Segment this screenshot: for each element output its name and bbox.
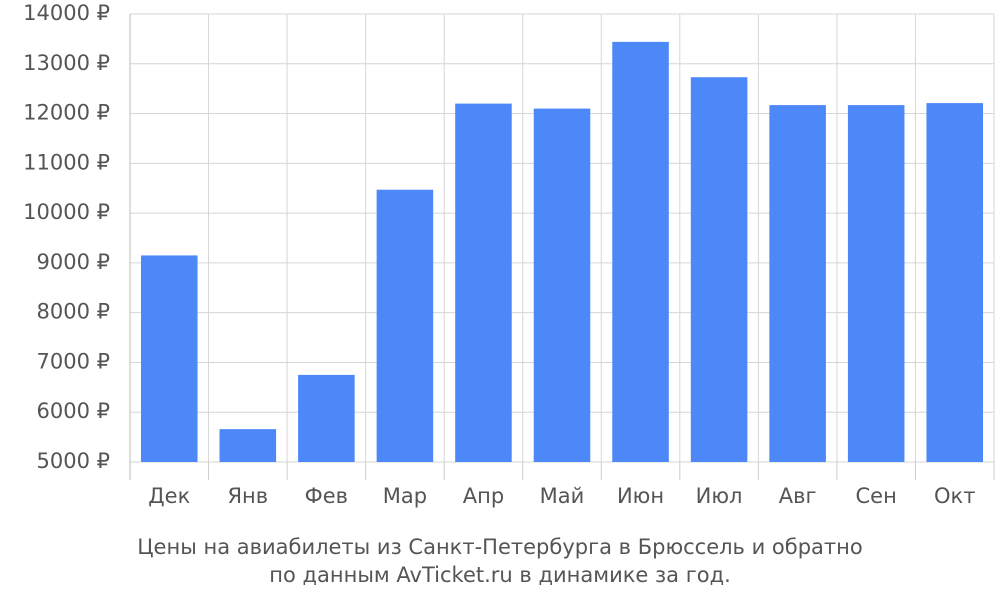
x-tick-label: Мар [383,484,427,508]
bar [533,108,591,463]
x-tick-label: Фев [305,484,348,508]
y-tick-label: 6000 ₽ [37,399,110,423]
chart-subtitle: по данным AvTicket.ru в динамике за год. [269,563,731,587]
x-tick-label: Сен [856,484,897,508]
bar [612,41,669,463]
y-tick-label: 8000 ₽ [37,300,110,324]
x-tick-label: Дек [148,484,190,508]
bar [376,189,434,462]
bar [219,429,277,462]
bar [140,255,198,462]
y-tick-label: 10000 ₽ [23,200,110,224]
x-tick-label: Май [540,484,585,508]
x-tick-label: Авг [779,484,817,508]
bar [926,103,984,462]
x-tick-label: Янв [227,484,268,508]
y-tick-label: 14000 ₽ [23,1,110,25]
chart-title: Цены на авиабилеты из Санкт-Петербурга в… [137,535,862,559]
bar [298,374,355,462]
y-tick-label: 12000 ₽ [23,101,110,125]
bar [455,103,512,462]
x-tick-label: Апр [463,484,504,508]
x-tick-label: Окт [934,484,975,508]
y-tick-label: 7000 ₽ [37,349,110,373]
bar [769,105,826,463]
x-tick-label: Июн [617,484,664,508]
y-tick-label: 5000 ₽ [37,449,110,473]
bar [847,105,905,463]
y-tick-label: 11000 ₽ [23,150,110,174]
bar [690,77,748,463]
y-tick-label: 13000 ₽ [23,51,110,75]
x-tick-label: Июл [696,484,743,508]
y-tick-label: 9000 ₽ [37,250,110,274]
